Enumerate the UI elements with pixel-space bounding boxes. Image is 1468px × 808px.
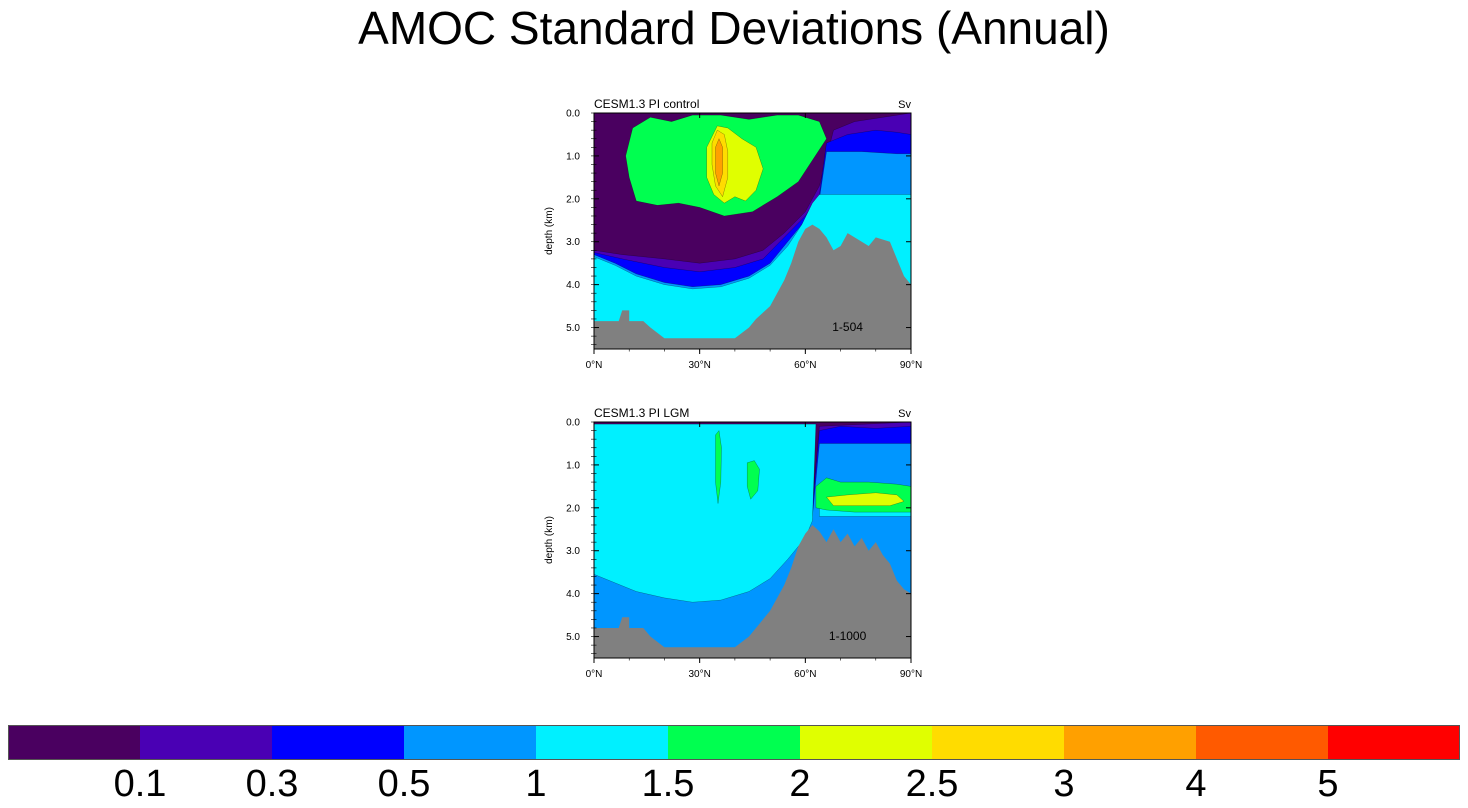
y-axis-label: depth (km) (544, 516, 555, 564)
panel-pi-control: CESM1.3 PI control Sv 0.0 1.0 2.0 3.0 4.0 5.0 0°… (540, 92, 930, 382)
colorbar-swatch (1328, 725, 1460, 760)
contour-plot-pi-lgm: CESM1.3 PI LGM Sv 0.0 1.0 2.0 3.0 4.0 5.0 0°N 30°… (544, 406, 922, 680)
year-range-label: 1-1000 (829, 629, 867, 643)
colorbar-label: 1 (525, 763, 547, 805)
colorbar-swatch (932, 725, 1065, 760)
contour-band-1 (593, 423, 817, 603)
contour-band-2 (826, 492, 905, 506)
colorbar (8, 725, 1460, 760)
colorbar-label: 3 (1053, 763, 1075, 805)
colorbar-swatch (536, 725, 669, 760)
colorbar-label: 0.5 (377, 763, 431, 805)
contour-band-1_5 (715, 430, 722, 504)
x-tick-label: 30°N (688, 669, 710, 680)
plot-frame (593, 421, 912, 659)
colorbar-label: 2 (789, 763, 811, 805)
colorbar-swatch (140, 725, 273, 760)
y-tick-label: 2.0 (566, 503, 580, 514)
x-tick-label: 30°N (688, 360, 710, 371)
colorbar-swatch (1196, 725, 1329, 760)
y-axis-label: depth (km) (544, 207, 555, 255)
year-range-label: 1-504 (832, 320, 863, 334)
colorbar-swatch (404, 725, 537, 760)
contour-band-3 (715, 138, 723, 187)
y-tick-label: 4.0 (566, 589, 580, 600)
contour-band-1_5 (747, 460, 760, 500)
colorbar-frame (8, 725, 1460, 760)
colorbar-label: 0.3 (245, 763, 299, 805)
y-tick-label: 3.0 (566, 546, 580, 557)
y-tick-label: 5.0 (566, 323, 580, 334)
panel-title: CESM1.3 PI LGM (594, 406, 689, 420)
colorbar-label: 2.5 (905, 763, 959, 805)
x-tick-label: 0°N (586, 669, 603, 680)
panel-title: CESM1.3 PI control (594, 97, 699, 111)
colorbar-swatch (8, 725, 141, 760)
colorbar-swatch (668, 725, 801, 760)
colorbar-label: 0.1 (113, 763, 167, 805)
x-tick-label: 90°N (900, 360, 922, 371)
figure-title: AMOC Standard Deviations (Annual) (358, 2, 1110, 54)
colorbar-label: 5 (1317, 763, 1339, 805)
y-tick-label: 0.0 (566, 418, 580, 429)
panel-units: Sv (898, 408, 911, 420)
colorbar-label: 1.5 (641, 763, 695, 805)
x-tick-label: 90°N (900, 669, 922, 680)
panel-units: Sv (898, 99, 911, 111)
y-tick-label: 2.0 (566, 194, 580, 205)
x-tick-label: 60°N (794, 360, 816, 371)
colorbar-swatch (272, 725, 405, 760)
panel-pi-lgm: CESM1.3 PI LGM Sv 0.0 1.0 2.0 3.0 4.0 5.0 0°N 30°… (540, 401, 930, 691)
y-tick-label: 3.0 (566, 237, 580, 248)
x-tick-label: 60°N (794, 669, 816, 680)
plot-frame (593, 112, 912, 350)
x-tick-label: 0°N (586, 360, 603, 371)
colorbar-swatch (1064, 725, 1197, 760)
y-tick-label: 0.0 (566, 109, 580, 120)
y-tick-label: 1.0 (566, 460, 580, 471)
y-tick-label: 5.0 (566, 632, 580, 643)
y-tick-label: 4.0 (566, 280, 580, 291)
contour-plot-pi-control: CESM1.3 PI control Sv 0.0 1.0 2.0 3.0 4.0 5.0 0°… (544, 97, 922, 371)
y-tick-label: 1.0 (566, 151, 580, 162)
colorbar-swatch (800, 725, 933, 760)
land-mask (594, 224, 911, 349)
land-mask (594, 525, 911, 658)
colorbar-labels: 0.1 0.3 0.5 1 1.5 2 2.5 3 4 5 (8, 762, 1460, 808)
colorbar-label: 4 (1185, 763, 1207, 805)
